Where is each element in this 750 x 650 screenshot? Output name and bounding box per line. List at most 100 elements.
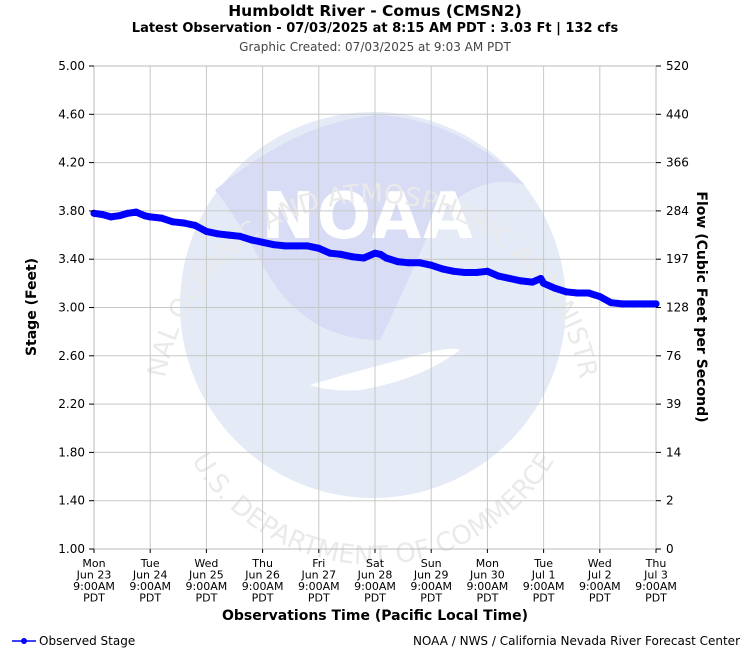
data-point: [607, 299, 615, 307]
y2-tick-label: 0: [666, 542, 674, 556]
data-point: [438, 265, 446, 273]
data-point: [90, 209, 98, 217]
data-point: [292, 242, 300, 250]
data-point: [132, 208, 140, 216]
data-point: [483, 267, 491, 275]
data-point: [450, 267, 458, 275]
data-point: [472, 269, 480, 276]
noaa-logo-watermark: NOAA NATIONAL OCEANIC AND ATMOSPHERIC AD…: [0, 0, 603, 572]
y2-tick-label: 128: [666, 301, 689, 315]
data-point: [281, 242, 289, 250]
y2-tick-label: 2: [666, 494, 674, 508]
data-point: [377, 250, 385, 258]
x-tick-label: Fri Jun 27 9:00AM PDT: [298, 557, 340, 605]
data-point: [360, 254, 368, 262]
y2-tick-label: 76: [666, 349, 681, 363]
data-point: [618, 300, 626, 308]
x-tick-label: Sun Jun 29 9:00AM PDT: [410, 557, 452, 605]
data-point: [326, 249, 334, 257]
data-point: [214, 230, 222, 238]
data-point: [349, 253, 356, 261]
y-tick-label: 2.20: [58, 397, 85, 411]
data-point: [427, 261, 435, 269]
data-point: [596, 293, 604, 301]
data-point: [495, 272, 503, 280]
x-tick-label: Mon Jun 30 9:00AM PDT: [467, 557, 509, 605]
y2-tick-label: 440: [666, 107, 689, 121]
data-point: [247, 236, 255, 244]
legend: Observed Stage: [12, 634, 135, 648]
y-tick-label: 3.00: [58, 301, 85, 315]
y-tick-label: 1.80: [58, 445, 85, 459]
y-axis-label: Stage (Feet): [24, 258, 40, 356]
y2-tick-label: 284: [666, 204, 689, 218]
x-tick-label: Wed Jul 2 9:00AM PDT: [579, 557, 621, 605]
graphic-created: Graphic Created: 07/03/2025 at 9:03 AM P…: [239, 40, 511, 54]
y-tick-label: 5.00: [58, 59, 85, 73]
y-tick-label: 1.40: [58, 494, 85, 508]
data-point: [107, 213, 115, 221]
data-point: [394, 258, 401, 266]
y-tick-label: 3.80: [58, 204, 85, 218]
data-point: [157, 214, 165, 222]
data-point: [180, 219, 188, 227]
data-point: [630, 300, 637, 308]
data-point: [146, 213, 154, 221]
y2-tick-label: 197: [666, 252, 689, 266]
data-point: [371, 249, 379, 257]
y2-tick-label: 366: [666, 156, 689, 170]
legend-label: Observed Stage: [39, 634, 136, 648]
y2-axis-ticks: 0 2 14 39 76 128 197 284 366 440 520: [656, 59, 689, 556]
y2-tick-label: 520: [666, 59, 689, 73]
data-point: [225, 231, 233, 239]
data-point: [98, 211, 106, 218]
y-tick-label: 2.60: [58, 349, 85, 363]
x-axis-ticks: Mon Jun 23 9:00AM PDT Tue Jun 24 9:00AM PDT Wed J…: [73, 549, 677, 605]
data-point: [141, 212, 149, 220]
data-point: [382, 254, 390, 262]
data-point: [585, 289, 593, 297]
data-point: [259, 238, 267, 246]
chart-title: Humboldt River - Comus (CMSN2): [228, 2, 522, 20]
data-point: [528, 278, 536, 286]
data-point: [236, 232, 244, 240]
observed-stage-series: [90, 208, 660, 308]
data-point: [337, 250, 345, 258]
data-point: [641, 300, 649, 308]
y2-tick-label: 39: [666, 397, 681, 411]
data-point: [169, 218, 177, 226]
data-point: [191, 221, 199, 229]
x-axis-label: Observations Time (Pacific Local Time): [222, 608, 528, 624]
x-tick-label: Sat Jun 28 9:00AM PDT: [354, 557, 396, 605]
y-axis-ticks: 1.00 1.40 1.80 2.20 2.60 3.00 3.40 3.80 4.20 4.60…: [58, 59, 94, 556]
data-point: [551, 284, 559, 292]
x-tick-label: Tue Jun 24 9:00AM PDT: [129, 557, 171, 605]
x-tick-label: Wed Jun 25 9:00AM PDT: [186, 557, 228, 605]
y2-tick-label: 14: [666, 445, 681, 459]
noaa-wordmark: NOAA: [261, 180, 474, 254]
footer-credit: NOAA / NWS / California Nevada River For…: [412, 634, 740, 648]
y-tick-label: 3.40: [58, 252, 85, 266]
data-point: [270, 241, 278, 249]
data-point: [124, 209, 132, 217]
data-point: [506, 275, 514, 282]
data-point: [562, 288, 570, 296]
data-point: [573, 289, 581, 297]
legend-line-marker: [12, 638, 36, 644]
x-tick-label: Tue Jul 1 9:00AM PDT: [523, 557, 565, 605]
y2-axis-label: Flow (Cubic Feet per Second): [693, 191, 709, 422]
x-tick-label: Mon Jun 23 9:00AM PDT: [73, 557, 115, 605]
y-tick-label: 4.20: [58, 156, 85, 170]
y-tick-label: 1.00: [58, 542, 85, 556]
data-point: [652, 300, 660, 308]
data-point: [416, 259, 424, 267]
latest-observation: Latest Observation - 07/03/2025 at 8:15 …: [131, 21, 619, 36]
x-tick-label: Thu Jun 26 9:00AM PDT: [242, 557, 284, 605]
data-point: [304, 242, 312, 250]
data-point: [540, 279, 548, 287]
data-point: [517, 277, 525, 285]
x-tick-label: Thu Jul 3 9:00AM PDT: [635, 557, 677, 605]
data-point: [315, 244, 323, 252]
y-tick-label: 4.60: [58, 107, 85, 121]
